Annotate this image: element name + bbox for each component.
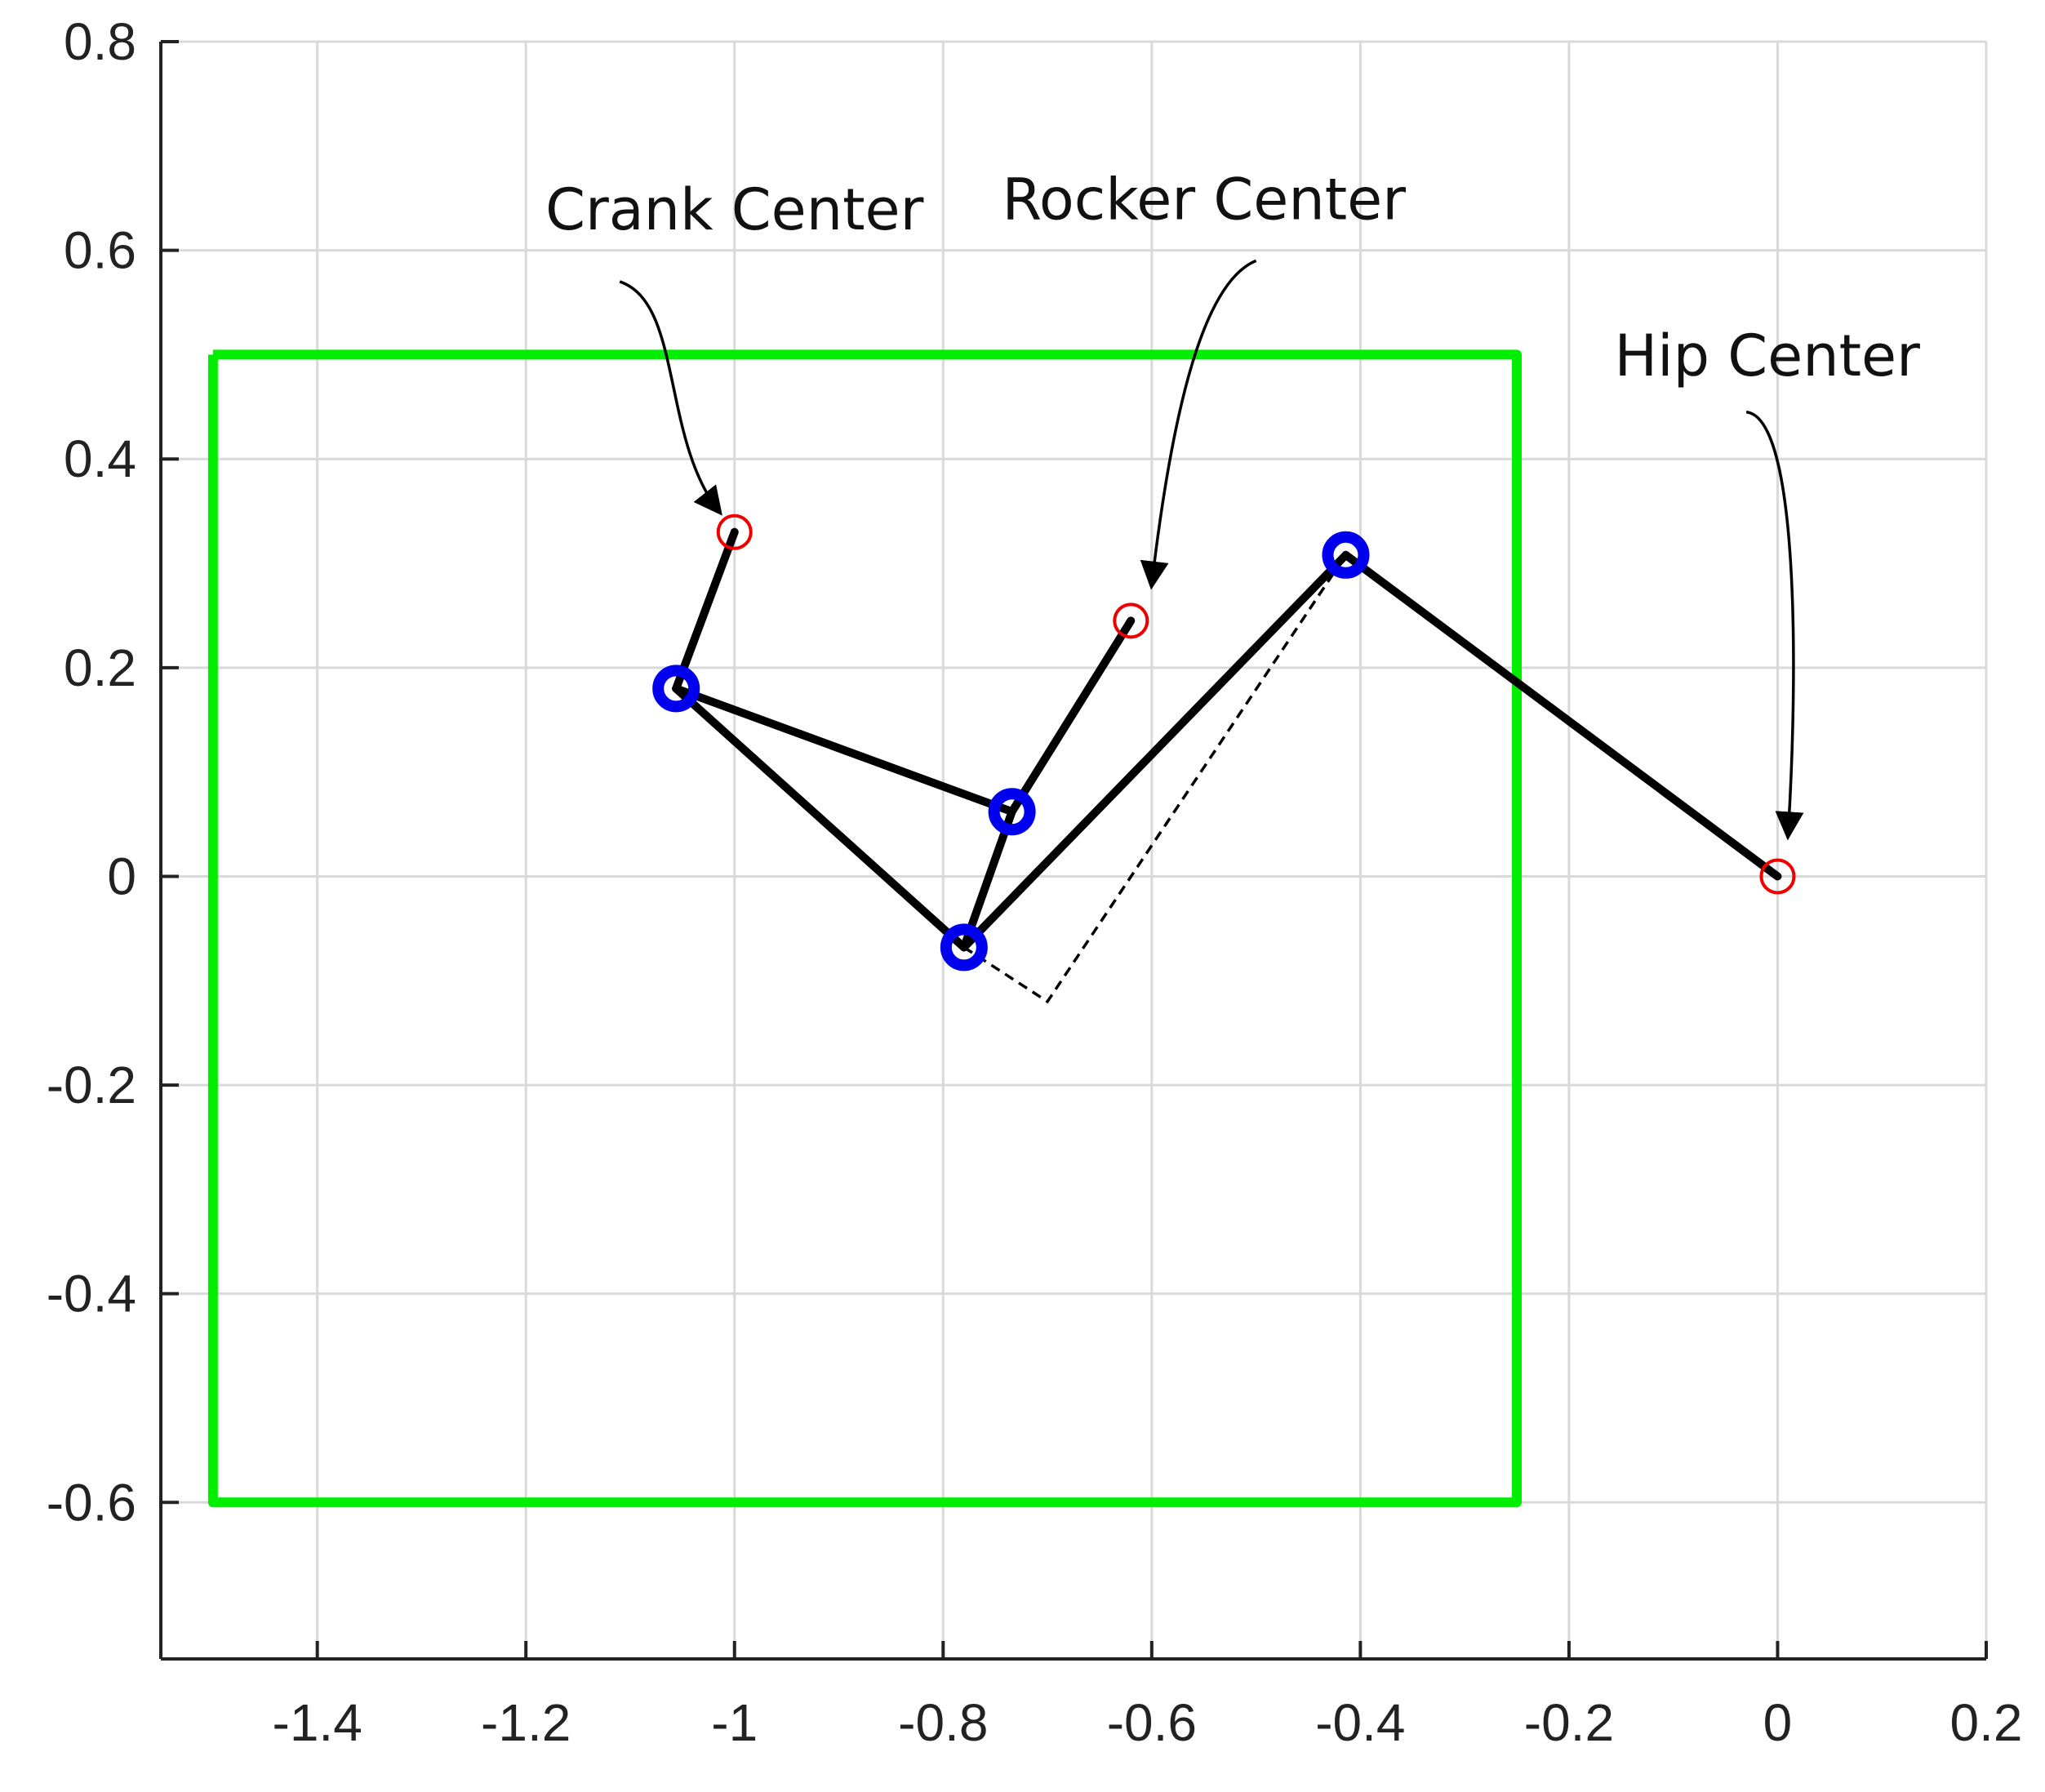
joint-marker-3	[1322, 531, 1370, 579]
x-tick-label: -0.2	[1524, 1693, 1614, 1752]
y-tick-label: 0	[107, 847, 136, 905]
x-tick-label: -1	[711, 1693, 758, 1752]
x-tick-label: 0.2	[1950, 1693, 2023, 1752]
link-5	[959, 550, 1350, 952]
link-3	[959, 807, 1016, 952]
dashed-link-0	[962, 554, 1347, 1004]
links-layer	[672, 527, 1782, 952]
annotation-arrow-1	[1140, 259, 1257, 590]
dashed-link-layer	[962, 554, 1347, 1004]
y-tick-label: 0.6	[64, 221, 136, 280]
y-tick-label: -0.2	[47, 1056, 136, 1114]
grid-lines	[161, 40, 1988, 1659]
center-marker-2	[1759, 858, 1796, 895]
axes	[159, 40, 1988, 1661]
joint-marker-2	[940, 923, 988, 972]
annotation-arrow-2	[1745, 410, 1804, 841]
annotations-layer: Crank Center Rocker Center Hip Center	[545, 166, 1920, 841]
x-tick-label: 0	[1763, 1693, 1793, 1752]
x-tick-label: -0.4	[1315, 1693, 1405, 1752]
center-marker-1	[1113, 603, 1149, 639]
link-4	[1007, 616, 1136, 816]
boundary-box-layer	[207, 349, 1523, 1508]
joint-marker-1	[988, 788, 1036, 836]
link-6	[1341, 550, 1782, 881]
annotation-label-2: Hip Center	[1614, 322, 1920, 389]
y-tick-label: 0.4	[64, 429, 136, 488]
link-1	[672, 684, 1016, 816]
joints-layer	[652, 531, 1370, 972]
y-tick-label: -0.4	[47, 1265, 136, 1323]
center-marker-0	[716, 514, 753, 550]
annotation-arrow-0	[619, 280, 722, 516]
joint-marker-0	[652, 665, 700, 713]
y-tick-labels: -0.6 -0.4 -0.2 0 0.2 0.4 0.6 0.8	[47, 12, 136, 1532]
x-tick-label: -0.8	[898, 1693, 988, 1752]
centers-layer	[716, 514, 1796, 895]
x-tick-labels: -1.4 -1.2 -1 -0.8 -0.6 -0.4 -0.2 0 0.2	[273, 1693, 2023, 1752]
x-tick-label: -1.2	[481, 1693, 571, 1752]
x-tick-label: -1.4	[273, 1693, 362, 1752]
link-2	[672, 684, 968, 952]
x-tick-label: -0.6	[1107, 1693, 1197, 1752]
y-tick-label: -0.6	[47, 1473, 136, 1532]
annotation-label-1: Rocker Center	[1002, 166, 1406, 233]
annotation-label-0: Crank Center	[545, 176, 924, 243]
link-0	[672, 527, 739, 693]
boundary-box	[207, 349, 1523, 1508]
y-tick-label: 0.2	[64, 638, 136, 697]
y-tick-label: 0.8	[64, 12, 136, 71]
